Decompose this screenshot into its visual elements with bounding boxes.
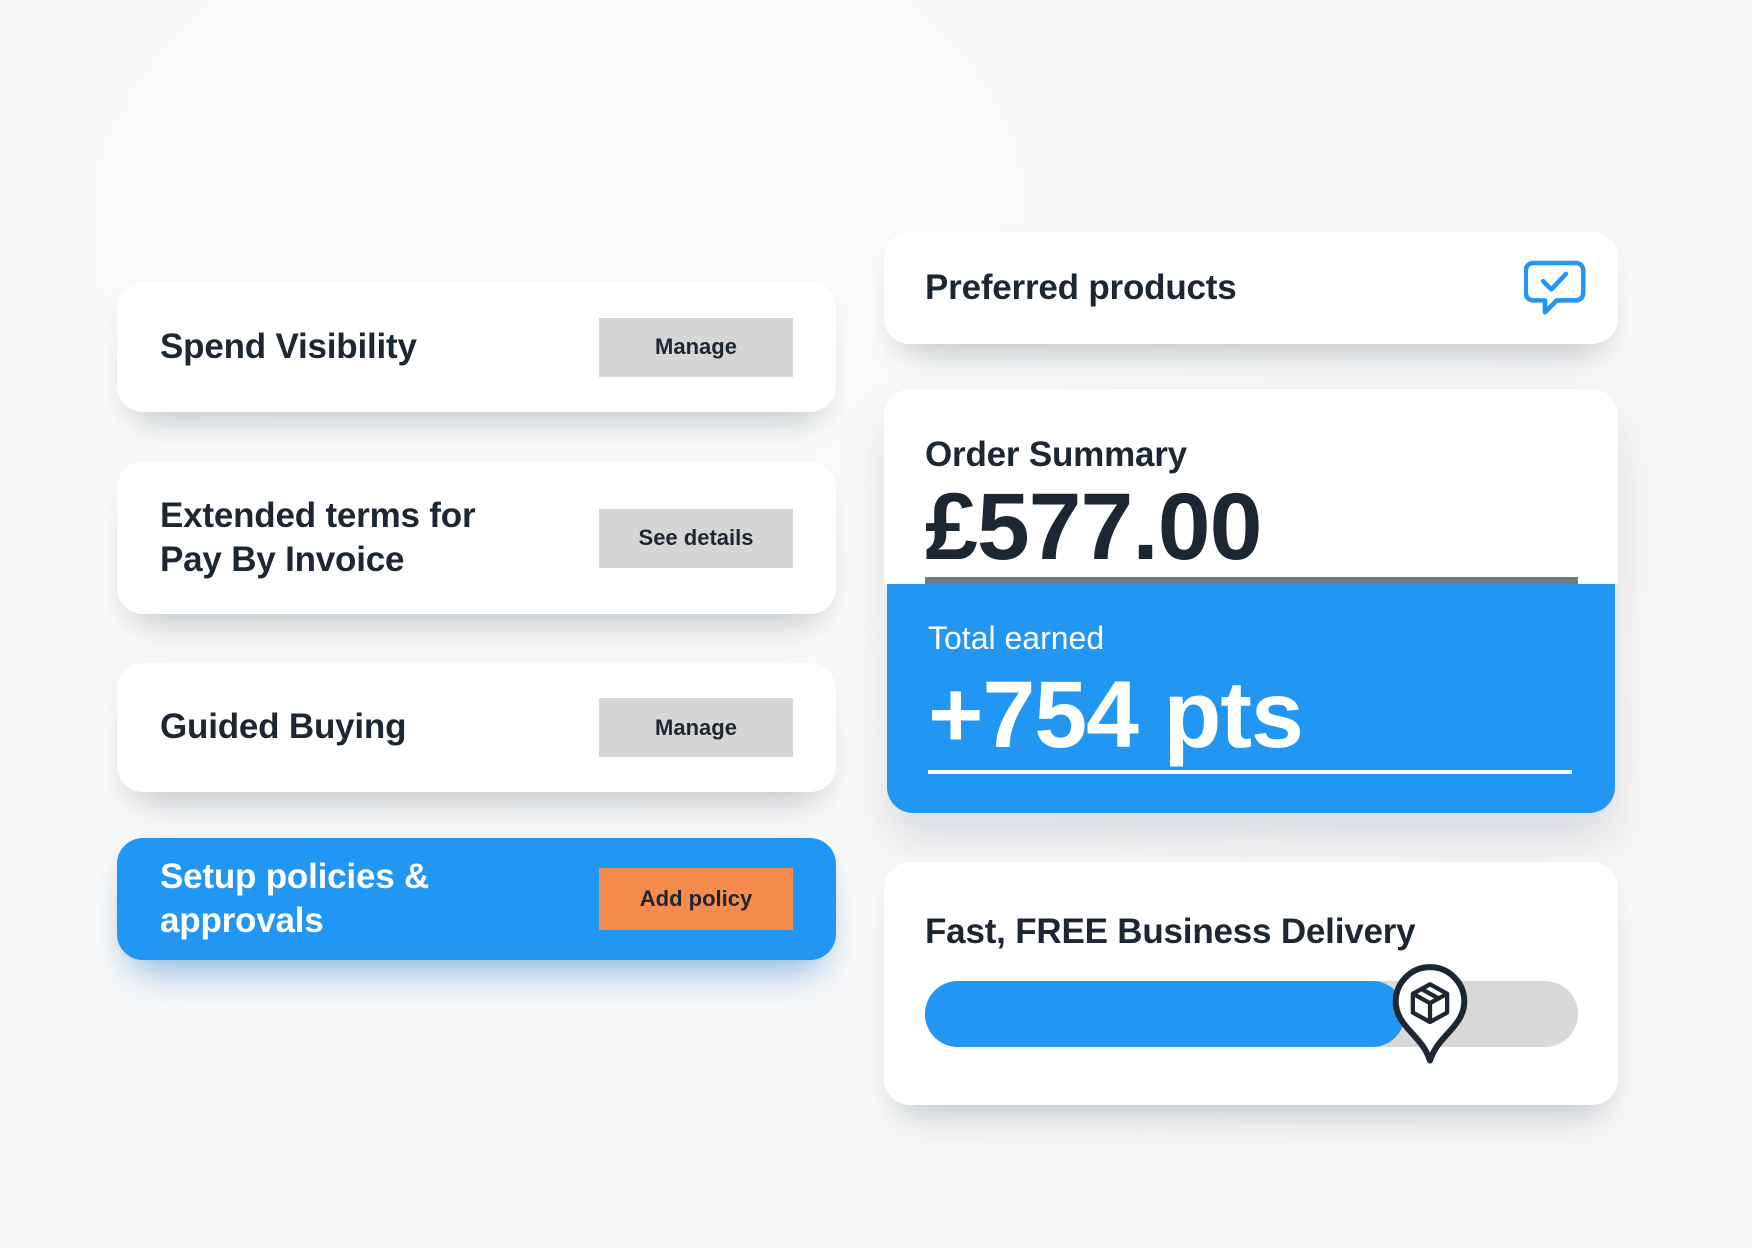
total-earned-underline bbox=[928, 769, 1572, 774]
delivery-progress-fill bbox=[925, 964, 1468, 1064]
feature-card-title: Extended terms for Pay By Invoice bbox=[160, 494, 476, 582]
package-pin-icon bbox=[1392, 964, 1468, 1064]
see-details-button[interactable]: See details bbox=[599, 508, 793, 568]
delivery-title: Fast, FREE Business Delivery bbox=[925, 912, 1416, 951]
feature-card-title: Guided Buying bbox=[160, 707, 407, 747]
total-earned-label: Total earned bbox=[928, 620, 1105, 656]
order-summary-top: Order Summary £577.00 bbox=[884, 389, 1618, 584]
feature-card-title: Setup policies & approvals bbox=[160, 856, 430, 940]
delivery-progress-track bbox=[925, 964, 1578, 1064]
message-check-icon bbox=[1524, 260, 1586, 314]
preferred-products-title: Preferred products bbox=[925, 267, 1237, 307]
title-line-1: Extended terms for bbox=[160, 495, 476, 535]
total-earned-value: +754 pts bbox=[928, 661, 1304, 768]
manage-button[interactable]: Manage bbox=[599, 317, 793, 377]
feature-card-pay-by-invoice: Extended terms for Pay By Invoice See de… bbox=[117, 462, 836, 614]
order-amount: £577.00 bbox=[925, 474, 1262, 581]
feature-card-title: Spend Visibility bbox=[160, 326, 417, 366]
feature-card-spend-visibility: Spend Visibility Manage bbox=[117, 282, 836, 412]
delivery-card: Fast, FREE Business Delivery bbox=[884, 862, 1618, 1105]
feature-card-policies-approvals: Setup policies & approvals Add policy bbox=[117, 838, 836, 960]
order-summary-title: Order Summary bbox=[925, 435, 1187, 474]
preferred-products-card: Preferred products bbox=[884, 232, 1618, 344]
order-summary-card: Order Summary £577.00 Total earned +754 … bbox=[884, 389, 1618, 813]
add-policy-button[interactable]: Add policy bbox=[599, 868, 793, 930]
feature-card-guided-buying: Guided Buying Manage bbox=[117, 663, 836, 792]
total-earned-panel: Total earned +754 pts bbox=[887, 584, 1615, 813]
manage-button[interactable]: Manage bbox=[599, 698, 793, 757]
order-divider bbox=[925, 577, 1578, 584]
title-line-2: Pay By Invoice bbox=[160, 540, 405, 579]
